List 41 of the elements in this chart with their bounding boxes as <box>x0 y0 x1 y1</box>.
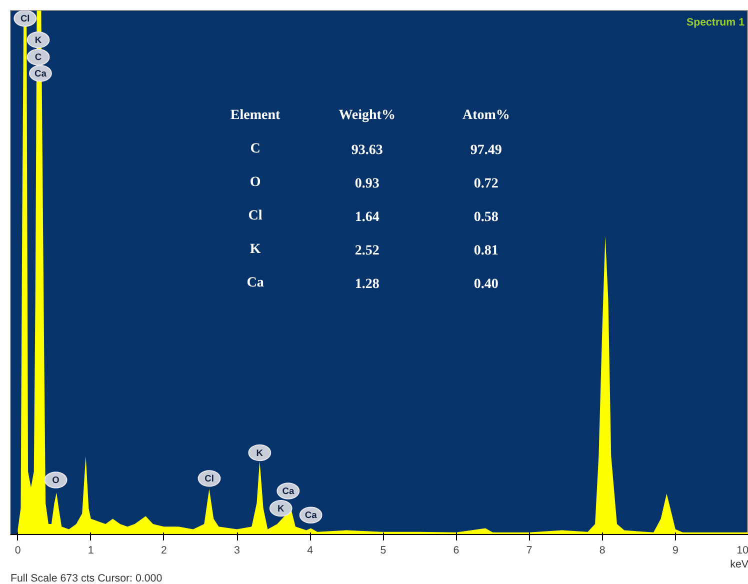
annotation: 0.72 <box>474 176 498 192</box>
annotation: 0.93 <box>354 176 380 192</box>
x-tick-label: 1 <box>88 544 94 556</box>
annotation: Weight% <box>338 108 396 123</box>
x-tick-label: 0 <box>14 544 21 556</box>
annotation: Cl <box>20 13 30 24</box>
x-tick-label: 5 <box>380 544 386 556</box>
annotation: 0.81 <box>474 243 498 258</box>
annotation: C <box>250 141 260 156</box>
annotation: Ca <box>282 486 295 496</box>
annotation: K <box>256 448 264 458</box>
x-tick-label: 9 <box>672 544 678 556</box>
x-tick-label: 3 <box>234 544 240 556</box>
annotation: 1.64 <box>354 210 380 225</box>
annotation: O <box>52 475 60 486</box>
x-tick-label: 7 <box>526 544 532 556</box>
annotation: 2.52 <box>354 243 380 258</box>
x-tick-label: 8 <box>599 544 606 556</box>
annotation: K <box>250 242 261 257</box>
annotation: Atom% <box>462 108 510 123</box>
annotation: 1.28 <box>354 276 380 292</box>
x-tick-label: 6 <box>453 544 460 556</box>
annotation: Cl <box>204 473 214 484</box>
annotation: O <box>250 174 261 190</box>
x-tick-label: 4 <box>307 544 314 556</box>
annotation: 0.40 <box>474 276 498 292</box>
annotation: Cl <box>248 208 262 224</box>
annotation: Ca <box>304 510 318 520</box>
text: Full Scale 673 cts Cursor: 0.000 <box>10 572 162 584</box>
annotation: Ca <box>246 275 264 290</box>
text: Spectrum 1 <box>686 16 745 28</box>
annotation: K <box>34 34 42 45</box>
annotation: K <box>277 503 284 514</box>
annotation: Element <box>230 108 281 123</box>
x-tick-label: 2 <box>160 544 167 556</box>
annotation: 97.49 <box>470 142 502 158</box>
annotation: Ca <box>34 68 48 78</box>
x-tick-label: 10 <box>736 544 748 556</box>
annotation: 0.58 <box>474 210 498 225</box>
annotation: C <box>34 52 42 62</box>
annotation: 93.63 <box>351 142 383 158</box>
